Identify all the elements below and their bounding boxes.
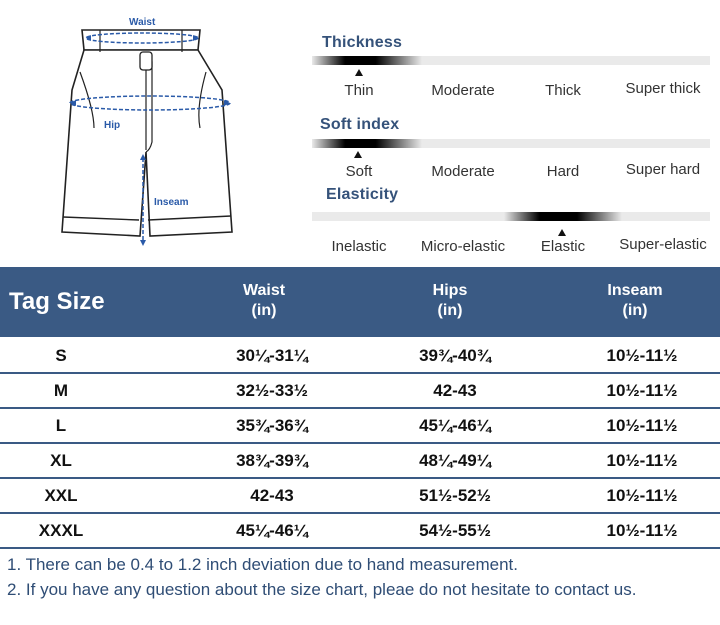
waist-cell: 45¼-46¼ [236,521,308,540]
thickness-marker-icon [355,69,363,76]
size-table: Tag Size Waist (in) Hips (in) Inseam (in… [0,267,720,549]
soft-index-option: Soft [345,163,373,180]
thickness-option: Super thick [625,80,701,97]
table-row: S 30¼-31¼ 39¾-40¾ 10½-11½ [0,337,720,374]
soft-index-scale [312,139,710,148]
elasticity-marker-icon [558,229,566,236]
waist-label: Waist [129,17,156,28]
inseam-label: Inseam [154,197,189,208]
shorts-illustration: Waist Hip Inseam [0,0,300,262]
size-cell: M [53,381,69,400]
size-cell: XXXL [38,521,84,540]
waist-cell: 38¾-39¾ [236,451,308,470]
note-contact: 2. If you have any question about the si… [7,580,637,599]
waist-cell: 30¼-31¼ [236,346,308,365]
inseam-cell: 10½-11½ [606,451,678,470]
inseam-cell: 10½-11½ [606,416,678,435]
elasticity-title: Elasticity [326,186,399,203]
hips-cell: 48¼-49¼ [419,451,491,470]
waist-header: Waist (in) [243,281,285,321]
soft-index-title: Soft index [320,116,400,133]
note-deviation: 1. There can be 0.4 to 1.2 inch deviatio… [7,555,518,574]
soft-index-option: Hard [546,163,580,180]
soft-index-option: Super hard [625,161,701,178]
waist-cell: 32½-33½ [236,381,308,400]
thickness-title: Thickness [322,34,403,51]
table-row: M 32½-33½ 42-43 10½-11½ [0,374,720,409]
thickness-scale [312,56,710,65]
inseam-header-unit: (in) [622,302,648,319]
inseam-header-label: Inseam [607,282,663,299]
elasticity-option: Inelastic [331,238,387,255]
elasticity-option: Super-elastic [619,236,707,253]
inseam-cell: 10½-11½ [606,381,678,400]
hips-cell: 42-43 [433,381,477,400]
table-row: L 35¾-36¾ 45¼-46¼ 10½-11½ [0,409,720,444]
size-cell: S [55,346,67,365]
shorts-drawing [61,29,233,246]
waist-header-unit: (in) [251,302,277,319]
hips-header-unit: (in) [437,302,463,319]
table-header: Tag Size Waist (in) Hips (in) Inseam (in… [0,267,720,337]
table-row: XXXL 45¼-46¼ 54½-55½ 10½-11½ [0,514,720,549]
waist-header-label: Waist [242,282,286,299]
hips-cell: 39¾-40¾ [419,346,491,365]
hips-header-label: Hips [432,282,468,299]
thickness-option: Moderate [431,82,495,99]
waist-cell: 42-43 [250,486,294,505]
inseam-header: Inseam (in) [607,281,662,321]
thickness-level [312,56,422,65]
soft-index-option: Moderate [431,163,495,180]
size-cell: XL [50,451,72,470]
hips-header: Hips (in) [433,281,468,321]
waist-cell: 35¾-36¾ [236,416,308,435]
tag-size-header: Tag Size [9,288,105,315]
size-cell: XXL [44,486,78,505]
elasticity-scale [312,212,710,221]
inseam-cell: 10½-11½ [606,346,678,365]
inseam-cell: 10½-11½ [606,486,678,505]
table-row: XXL 42-43 51½-52½ 10½-11½ [0,479,720,514]
hip-label: Hip [104,120,121,131]
size-cell: L [55,416,67,435]
hips-cell: 51½-52½ [419,486,491,505]
inseam-cell: 10½-11½ [606,521,678,540]
soft-index-marker-icon [354,151,362,158]
thickness-option: Thick [545,82,581,99]
hips-cell: 54½-55½ [419,521,491,540]
elasticity-option: Micro-elastic [420,238,506,255]
elasticity-option: Elastic [540,238,586,255]
hips-cell: 45¼-46¼ [419,416,491,435]
soft-index-level [312,139,422,148]
elasticity-level [504,212,622,221]
thickness-option: Thin [344,82,374,99]
table-row: XL 38¾-39¾ 48¼-49¼ 10½-11½ [0,444,720,479]
